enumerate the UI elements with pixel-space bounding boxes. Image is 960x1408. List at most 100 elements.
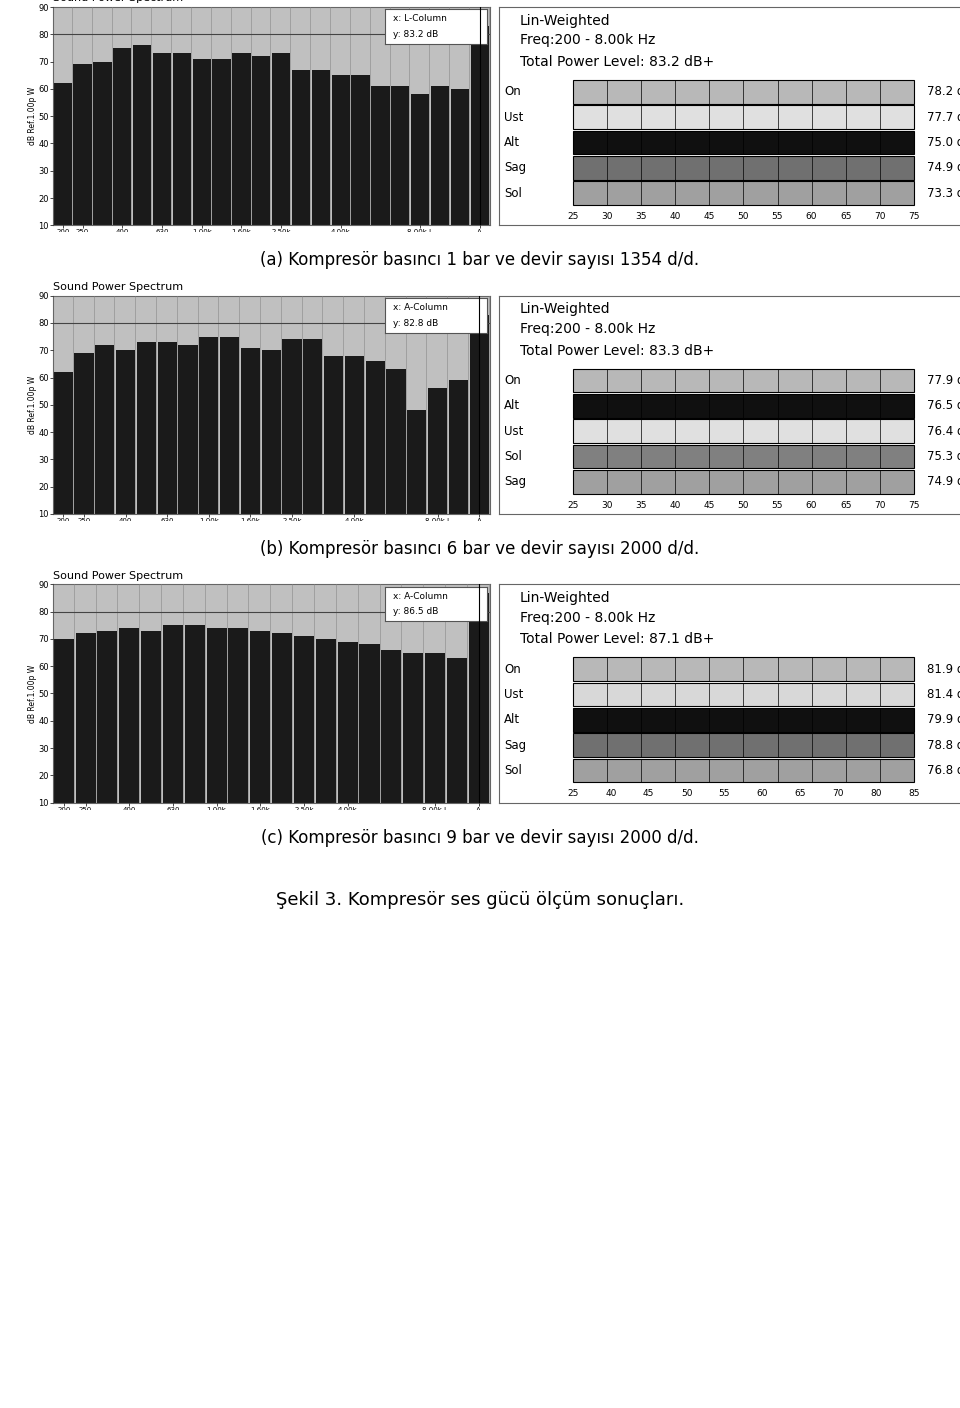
Text: 78.2 dB+: 78.2 dB+	[926, 86, 960, 99]
Text: 55: 55	[772, 501, 783, 510]
Text: 45: 45	[704, 501, 715, 510]
Text: Freq:200 - 8.00k Hz: Freq:200 - 8.00k Hz	[519, 322, 655, 337]
Text: 76.4 dB+: 76.4 dB+	[926, 425, 960, 438]
Bar	[428, 389, 447, 541]
X-axis label: 1/3 Octave [Hz]: 1/3 Octave [Hz]	[241, 527, 301, 536]
Text: 50: 50	[737, 501, 749, 510]
Bar	[573, 683, 914, 707]
Bar	[469, 315, 489, 541]
Bar	[573, 369, 914, 393]
Text: 50: 50	[737, 213, 749, 221]
Text: On: On	[504, 86, 521, 99]
Text: 65: 65	[840, 213, 852, 221]
Bar	[345, 356, 364, 541]
Bar	[338, 642, 358, 829]
Text: 25: 25	[567, 501, 579, 510]
Bar	[232, 54, 251, 252]
Text: Ust: Ust	[504, 689, 523, 701]
Text: (c) Kompresör basıncı 9 bar ve devir sayısı 2000 d/d.: (c) Kompresör basıncı 9 bar ve devir say…	[261, 829, 699, 846]
Text: Lin-Weighted: Lin-Weighted	[519, 591, 611, 605]
Text: 60: 60	[756, 790, 768, 798]
Text: 35: 35	[636, 501, 647, 510]
Text: Sag: Sag	[504, 739, 526, 752]
Bar	[157, 342, 177, 541]
Text: 75.0 dB+: 75.0 dB+	[926, 137, 960, 149]
Bar	[220, 337, 239, 541]
Text: 75.3 dB+: 75.3 dB+	[926, 451, 960, 463]
Bar	[212, 59, 230, 252]
Text: Total Power Level: 83.3 dB+: Total Power Level: 83.3 dB+	[519, 344, 714, 358]
Bar	[93, 62, 111, 252]
X-axis label: 1/3 Octave [Hz]: 1/3 Octave [Hz]	[241, 238, 301, 248]
Bar	[206, 628, 227, 829]
Bar	[573, 156, 914, 180]
Text: 81.4 dB+: 81.4 dB+	[926, 689, 960, 701]
Text: On: On	[504, 375, 521, 387]
Text: Ust: Ust	[504, 425, 523, 438]
Text: 75: 75	[908, 213, 920, 221]
Bar	[573, 658, 914, 681]
Bar	[316, 639, 336, 829]
Bar	[381, 650, 401, 829]
Text: 77.7 dB+: 77.7 dB+	[926, 111, 960, 124]
Text: 45: 45	[704, 213, 715, 221]
Text: Freq:200 - 8.00k Hz: Freq:200 - 8.00k Hz	[519, 611, 655, 625]
Text: (b) Kompresör basıncı 6 bar ve devir sayısı 2000 d/d.: (b) Kompresör basıncı 6 bar ve devir say…	[260, 541, 700, 558]
Text: (a) Kompresör basıncı 1 bar ve devir sayısı 1354 d/d.: (a) Kompresör basıncı 1 bar ve devir say…	[260, 252, 700, 269]
Bar	[425, 652, 445, 829]
Text: Alt: Alt	[504, 714, 520, 727]
Text: Sound Power Spectrum: Sound Power Spectrum	[53, 0, 183, 3]
Bar	[366, 362, 385, 541]
Bar	[372, 86, 390, 252]
Y-axis label: dB Ref.1.00p W: dB Ref.1.00p W	[28, 376, 36, 434]
Bar	[468, 593, 489, 829]
Text: Sol: Sol	[504, 187, 522, 200]
Bar	[282, 339, 301, 541]
Text: 65: 65	[840, 501, 852, 510]
Bar	[573, 182, 914, 206]
Bar	[153, 54, 171, 252]
Text: 79.9 dB+: 79.9 dB+	[926, 714, 960, 727]
Bar	[446, 658, 467, 829]
Text: 77.9 dB+: 77.9 dB+	[926, 375, 960, 387]
Text: 40: 40	[669, 501, 681, 510]
Bar	[407, 410, 426, 541]
Text: Sag: Sag	[504, 162, 526, 175]
Bar	[359, 645, 379, 829]
Bar	[411, 94, 429, 252]
Text: 81.9 dB+: 81.9 dB+	[926, 663, 960, 676]
Text: Şekil 3. Kompresör ses gücü ölçüm sonuçları.: Şekil 3. Kompresör ses gücü ölçüm sonuçl…	[276, 891, 684, 908]
Bar	[573, 394, 914, 418]
Bar	[251, 631, 271, 829]
Bar	[303, 339, 323, 541]
Text: Sound Power Spectrum: Sound Power Spectrum	[53, 282, 183, 291]
Text: 40: 40	[605, 790, 616, 798]
Bar	[449, 380, 468, 541]
Text: 76.5 dB+: 76.5 dB+	[926, 400, 960, 413]
Text: Freq:200 - 8.00k Hz: Freq:200 - 8.00k Hz	[519, 34, 655, 48]
Text: 75: 75	[908, 501, 920, 510]
Bar	[133, 45, 152, 252]
Bar	[351, 75, 370, 252]
Bar	[573, 708, 914, 732]
Bar	[95, 345, 114, 541]
Text: 45: 45	[643, 790, 655, 798]
Text: 80: 80	[871, 790, 881, 798]
Text: 25: 25	[567, 213, 579, 221]
Text: 70: 70	[874, 501, 885, 510]
Text: 60: 60	[805, 501, 817, 510]
Bar	[470, 27, 489, 252]
Bar	[272, 54, 290, 252]
Text: 40: 40	[669, 213, 681, 221]
Bar	[331, 75, 349, 252]
Bar	[228, 628, 249, 829]
Bar	[450, 89, 468, 252]
Text: On: On	[504, 663, 521, 676]
Text: 30: 30	[601, 213, 612, 221]
Bar	[431, 86, 449, 252]
Text: Lin-Weighted: Lin-Weighted	[519, 303, 611, 317]
Text: 50: 50	[681, 790, 692, 798]
Bar	[241, 348, 260, 541]
Y-axis label: dB Ref.1.00p W: dB Ref.1.00p W	[28, 87, 36, 145]
Bar	[75, 353, 93, 541]
